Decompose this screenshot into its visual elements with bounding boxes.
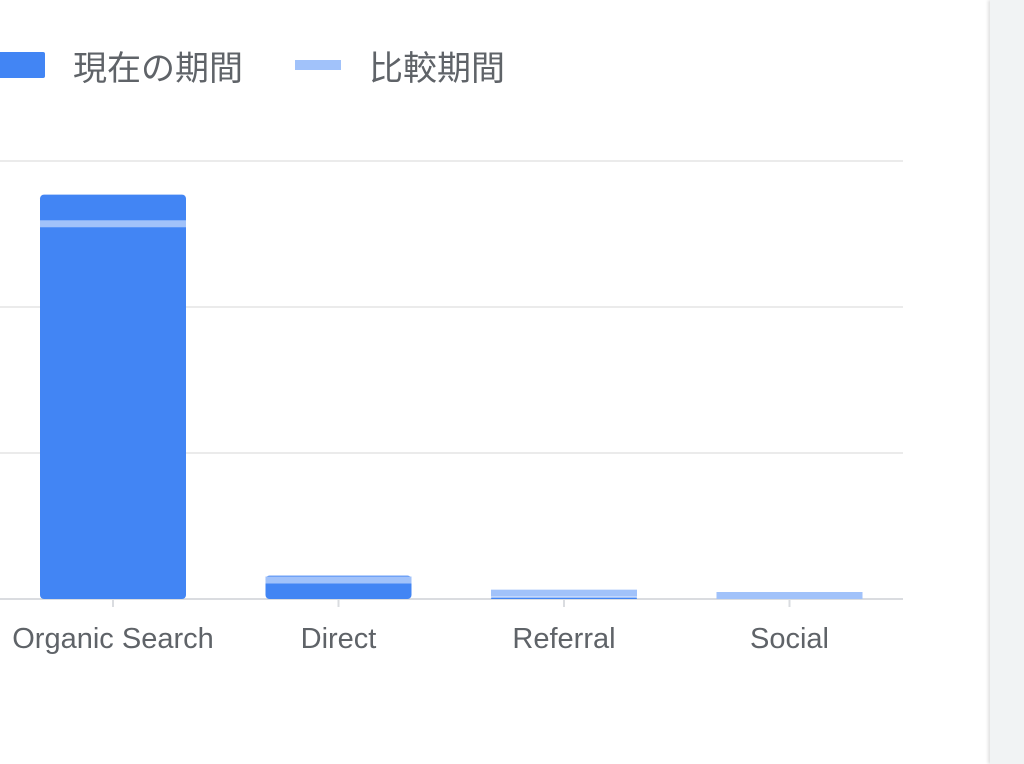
- x-tick-label: Direct: [301, 623, 377, 655]
- comparison-marker: [716, 592, 863, 599]
- comparison-marker: [265, 576, 412, 584]
- legend-label-current: 現在の期間: [73, 48, 243, 89]
- x-tick-label: Referral: [512, 623, 615, 655]
- legend-swatch-comparison: [295, 60, 341, 70]
- bar-chart: Organic Search Direct Referral Social: [0, 160, 903, 655]
- x-tick-label: Social: [750, 623, 829, 655]
- legend: 現在の期間 比較期間: [0, 40, 557, 90]
- bar-current: [491, 597, 637, 599]
- legend-swatch-current: [0, 52, 45, 78]
- side-panel-edge: [990, 0, 1024, 764]
- comparison-marker: [40, 220, 186, 228]
- legend-item-current[interactable]: 現在の期間: [0, 41, 243, 90]
- bar-current: [40, 194, 186, 599]
- legend-label-comparison: 比較期間: [369, 48, 505, 89]
- legend-item-comparison[interactable]: 比較期間: [295, 41, 505, 90]
- x-tick-label: Organic Search: [12, 623, 214, 655]
- comparison-marker: [491, 589, 637, 597]
